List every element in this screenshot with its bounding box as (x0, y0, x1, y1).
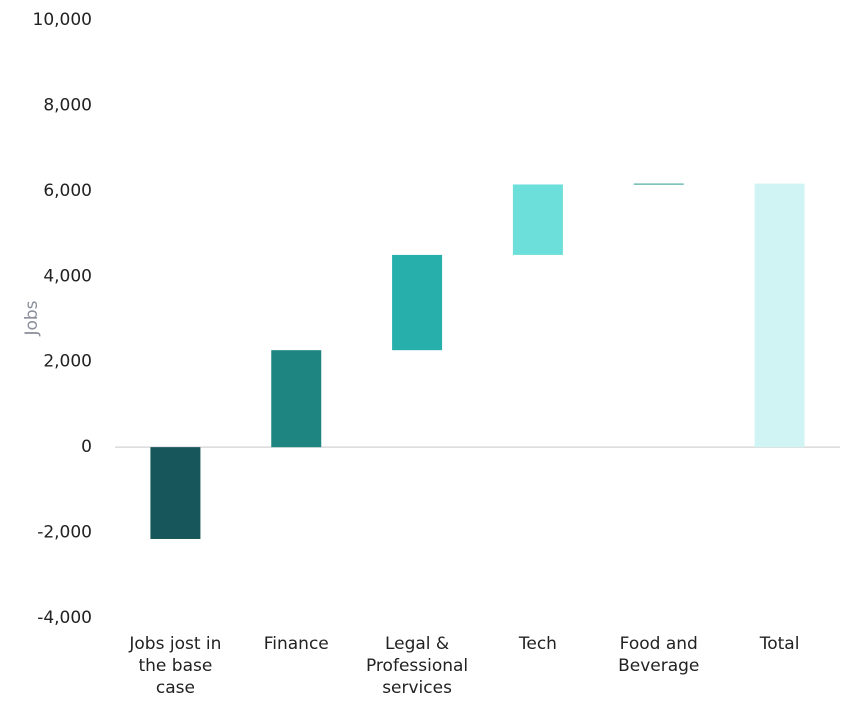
bar (754, 183, 805, 448)
y-tick-label: -2,000 (37, 523, 92, 543)
x-tick-label: Legal & Professional services (365, 634, 469, 698)
bar (392, 254, 443, 351)
x-tick-label: Total (759, 634, 800, 654)
y-tick-label: 0 (81, 437, 92, 457)
x-tick-label: Jobs jost in the base case (129, 634, 222, 698)
x-tick-label: Tech (518, 634, 557, 654)
y-tick-label: 6,000 (43, 181, 92, 201)
y-tick-label: 4,000 (43, 266, 92, 286)
y-tick-label: 2,000 (43, 352, 92, 372)
bar (150, 447, 201, 539)
y-tick-label: 10,000 (33, 10, 92, 30)
y-tick-label: -4,000 (37, 608, 92, 628)
y-axis-label: Jobs (22, 300, 42, 336)
x-tick-label: Finance (263, 634, 329, 654)
bar (512, 184, 563, 255)
bar (633, 183, 684, 185)
bar (271, 350, 322, 448)
x-tick-label: Food and Beverage (618, 634, 700, 676)
y-tick-label: 8,000 (43, 95, 92, 115)
